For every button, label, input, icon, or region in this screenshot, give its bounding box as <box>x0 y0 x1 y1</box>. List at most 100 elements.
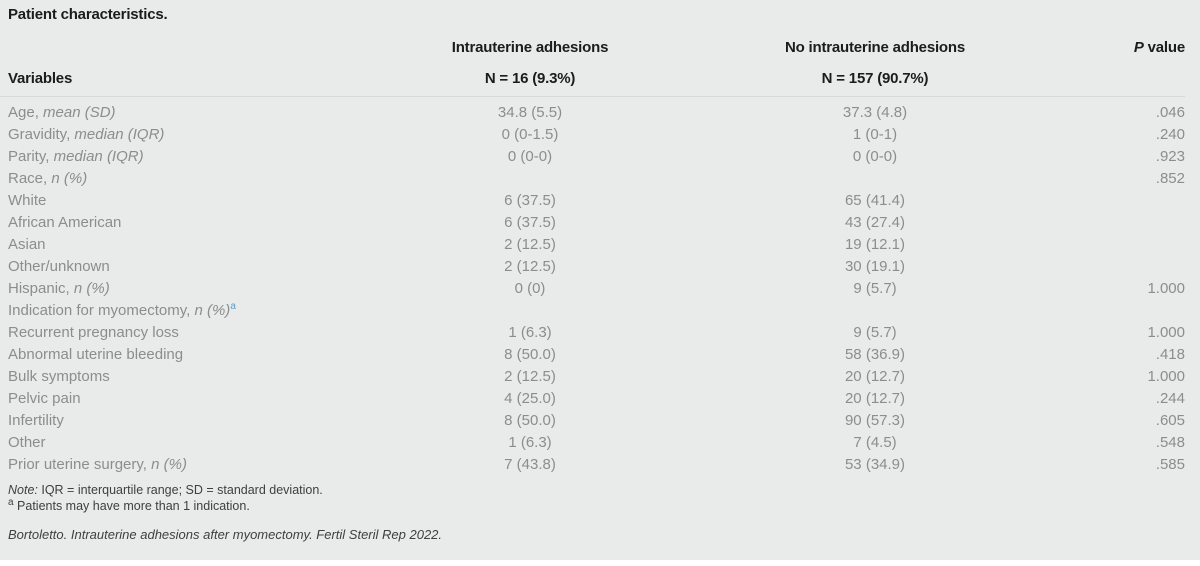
table-row: Age, mean (SD) 34.8 (5.5) 37.3 (4.8) .04… <box>0 97 1185 125</box>
cell-adhesions-value: 0 (0) <box>514 280 546 297</box>
row-label: Age, mean (SD) <box>0 97 385 125</box>
row-label-name: Abnormal uterine bleeding <box>8 346 184 363</box>
row-label: Asian <box>0 234 385 256</box>
cell-p-value: .585 <box>1155 456 1185 473</box>
cell-no-adhesions-value: 1 (0-1) <box>852 126 898 143</box>
row-label: Race, n (%) <box>0 168 385 190</box>
cell-p-value <box>1075 212 1185 234</box>
row-label-name: Gravidity, <box>8 126 71 143</box>
cell-no-adhesions-value: 65 (41.4) <box>844 192 906 209</box>
cell-no-adhesions-value: 9 (5.7) <box>853 324 897 341</box>
row-label-name: White <box>8 192 47 209</box>
table-row: Indication for myomectomy, n (%)a <box>0 300 1185 322</box>
row-label-name: Other <box>8 434 46 451</box>
footnote-a-superscript: a <box>8 496 14 508</box>
cell-no-adhesions-value: 9 (5.7) <box>853 280 897 297</box>
row-label: Indication for myomectomy, n (%)a <box>0 300 385 322</box>
row-label-qualifier: n (%) <box>69 280 110 297</box>
cell-adhesions-value: 6 (37.5) <box>504 192 556 209</box>
cell-adhesions-value: 34.8 (5.5) <box>497 104 563 121</box>
cell-p-value <box>1075 190 1185 212</box>
table-row: Other 1 (6.3) 7 (4.5) .548 <box>0 432 1185 454</box>
cell-p-value <box>1075 300 1185 322</box>
row-label-name: Infertility <box>8 412 64 429</box>
footnote-a-text: Patients may have more than 1 indication… <box>13 499 250 513</box>
cell-adhesions-value: 1 (6.3) <box>508 324 552 341</box>
table-body: Age, mean (SD) 34.8 (5.5) 37.3 (4.8) .04… <box>0 97 1185 477</box>
row-label-name: Other/unknown <box>8 258 110 275</box>
row-label: Bulk symptoms <box>0 366 385 388</box>
cell-p-value: 1.000 <box>1147 280 1185 297</box>
cell-p-value: .240 <box>1155 126 1185 143</box>
cell-no-adhesions-value: 58 (36.9) <box>844 346 906 363</box>
cell-no-adhesions-value: 30 (19.1) <box>844 258 906 275</box>
table-row: African American 6 (37.5) 43 (27.4) <box>0 212 1185 234</box>
row-label: Hispanic, n (%) <box>0 278 385 300</box>
cell-no-adhesions-value: 19 (12.1) <box>844 236 906 253</box>
table-row: Gravidity, median (IQR) 0 (0-1.5) 1 (0-1… <box>0 124 1185 146</box>
row-label-name: African American <box>8 214 122 231</box>
cell-p-value <box>1075 234 1185 256</box>
note-text: IQR = interquartile range; SD = standard… <box>37 483 323 497</box>
header-group-no-adhesions: No intrauterine adhesions <box>784 39 966 56</box>
header-group-adhesions: Intrauterine adhesions <box>451 39 609 56</box>
table-row: Recurrent pregnancy loss 1 (6.3) 9 (5.7)… <box>0 322 1185 344</box>
note-label: Note: <box>8 483 38 497</box>
row-label: Prior uterine surgery, n (%) <box>0 454 385 476</box>
cell-no-adhesions-value: 53 (34.9) <box>844 456 906 473</box>
table-row: Abnormal uterine bleeding 8 (50.0) 58 (3… <box>0 344 1185 366</box>
row-label-qualifier: median (IQR) <box>70 126 165 143</box>
citation-line: Bortoletto. Intrauterine adhesions after… <box>8 527 443 542</box>
row-label: White <box>0 190 385 212</box>
row-label-name: Pelvic pain <box>8 390 81 407</box>
row-label-qualifier: mean (SD) <box>38 104 116 121</box>
table-row: Bulk symptoms 2 (12.5) 20 (12.7) 1.000 <box>0 366 1185 388</box>
table-row: Asian 2 (12.5) 19 (12.1) <box>0 234 1185 256</box>
cell-adhesions-value: 2 (12.5) <box>504 368 556 385</box>
row-label-name: Recurrent pregnancy loss <box>8 324 179 341</box>
p-italic: P <box>1133 39 1144 56</box>
cell-adhesions-value: 2 (12.5) <box>504 236 556 253</box>
cell-no-adhesions-value: 7 (4.5) <box>853 434 897 451</box>
patient-characteristics-table: Intrauterine adhesions No intrauterine a… <box>0 23 1185 476</box>
header-n-adhesions: N = 16 (9.3%) <box>484 70 576 87</box>
cell-adhesions-value: 2 (12.5) <box>504 258 556 275</box>
table-row: White 6 (37.5) 65 (41.4) <box>0 190 1185 212</box>
cell-adhesions-value: 8 (50.0) <box>504 346 556 363</box>
cell-p-value: .923 <box>1155 148 1185 165</box>
cell-no-adhesions-value: 20 (12.7) <box>844 390 906 407</box>
cell-p-value: .046 <box>1155 104 1185 121</box>
row-label: Infertility <box>0 410 385 432</box>
note-line: Note: IQR = interquartile range; SD = st… <box>8 482 1200 498</box>
cell-p-value: 1.000 <box>1147 368 1185 385</box>
cell-adhesions-value: 0 (0-1.5) <box>501 126 559 143</box>
cell-no-adhesions-value: 43 (27.4) <box>844 214 906 231</box>
row-label-name: Bulk symptoms <box>8 368 110 385</box>
p-value-rest: value <box>1143 39 1186 56</box>
row-label: Recurrent pregnancy loss <box>0 322 385 344</box>
table-row: Hispanic, n (%) 0 (0) 9 (5.7) 1.000 <box>0 278 1185 300</box>
table-row: Other/unknown 2 (12.5) 30 (19.1) <box>0 256 1185 278</box>
row-label: Gravidity, median (IQR) <box>0 124 385 146</box>
row-label-name: Race, <box>8 170 48 187</box>
table-row: Pelvic pain 4 (25.0) 20 (12.7) .244 <box>0 388 1185 410</box>
cell-adhesions-value <box>385 300 675 322</box>
cell-p-value <box>1075 256 1185 278</box>
row-label-name: Age, <box>8 104 39 121</box>
row-label-name: Hispanic, <box>8 280 70 297</box>
cell-adhesions-value: 8 (50.0) <box>504 412 556 429</box>
cell-adhesions-value: 7 (43.8) <box>504 456 556 473</box>
cell-adhesions-value: 0 (0-0) <box>507 148 553 165</box>
row-label-qualifier: n (%) <box>47 170 88 187</box>
cell-p-value: .244 <box>1155 390 1185 407</box>
row-label: Abnormal uterine bleeding <box>0 344 385 366</box>
row-label: Pelvic pain <box>0 388 385 410</box>
row-label-name: Indication for myomectomy, <box>8 302 191 319</box>
cell-no-adhesions-value <box>675 168 1075 190</box>
cell-p-value: .852 <box>1155 170 1185 187</box>
table-row: Parity, median (IQR) 0 (0-0) 0 (0-0) .92… <box>0 146 1185 168</box>
cell-no-adhesions-value: 37.3 (4.8) <box>842 104 908 121</box>
row-label-qualifier: n (%) <box>146 456 187 473</box>
cell-no-adhesions-value: 90 (57.3) <box>844 412 906 429</box>
